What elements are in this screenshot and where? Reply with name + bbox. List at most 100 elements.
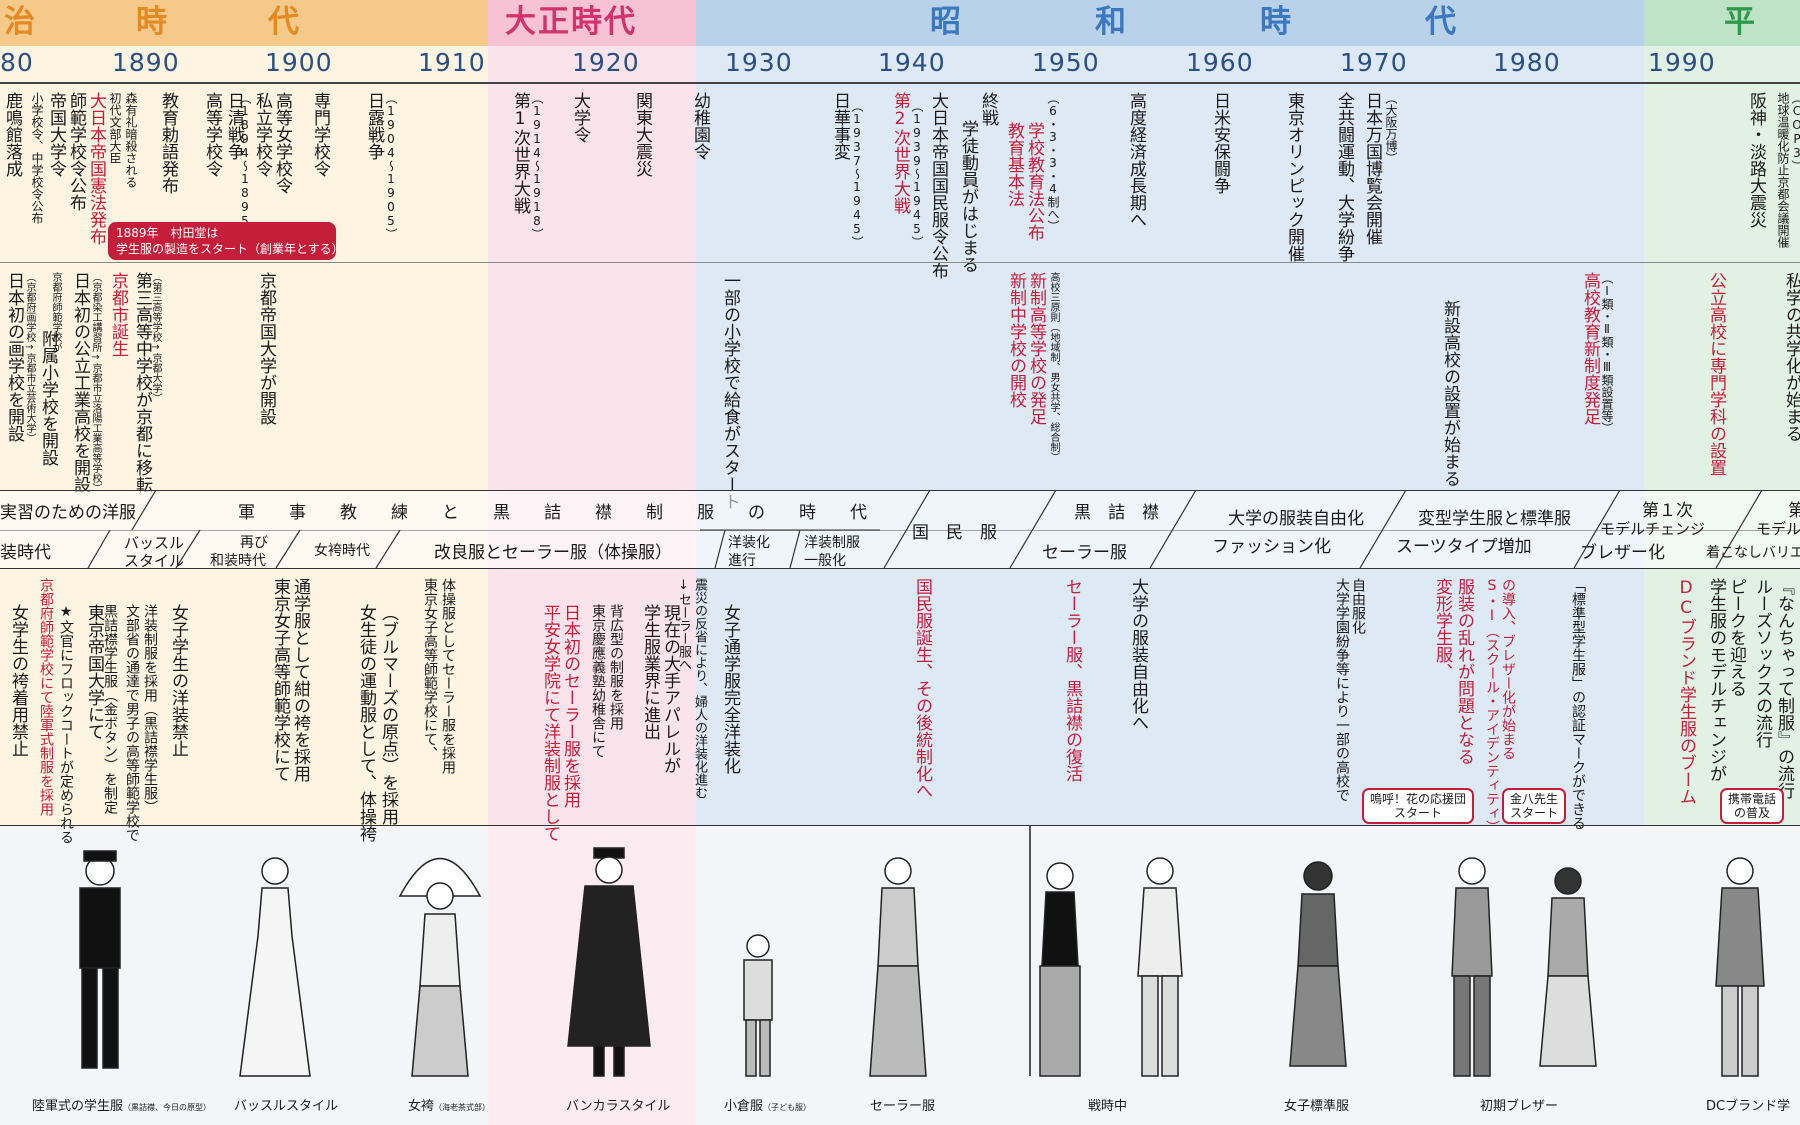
event-education-basic-law: 教育基本法	[1004, 122, 1024, 207]
showa-column-bg	[696, 46, 1644, 825]
note-quake-lesson: 震災の反省により、婦人の洋装化進む	[692, 578, 707, 799]
figures-svg	[79, 826, 1765, 1077]
note-school-identity: S・I（スクール・アイデンティティ）	[1484, 578, 1500, 834]
event-6334-system: （6・3・3・4制へ）	[1046, 92, 1060, 232]
event-school-ordinance: 小学校令、中学校令公布	[30, 92, 44, 224]
band-western-uniform-2: 一般化	[804, 553, 846, 569]
callout-mobile-phone: 携帯電話 の普及	[1720, 788, 1785, 824]
note-dc-brand-boom: DCブランド学生服のブーム	[1676, 578, 1696, 805]
era-title-meiji: 治 時 代	[4, 4, 301, 40]
note-loose-socks: ルーズソックスの流行	[1752, 578, 1772, 748]
event-mori-assassination: 森有礼暗殺される	[124, 92, 138, 188]
note-female-full-western: 女子通学服完全洋装化	[720, 604, 740, 774]
note-tokyo-imperial: 東京帝国大学にて	[84, 604, 104, 740]
event-osaka-expo: （大阪万博）	[1384, 92, 1398, 164]
note-black-collar-gold: 黒詰襟学生服（金ボタン）を制定	[102, 604, 118, 814]
sailor-uniform-figure	[869, 857, 927, 1077]
year-1990: 1990	[1648, 48, 1716, 77]
era-band-taisho	[488, 0, 696, 46]
event-anpo: 日米安保闘争	[1210, 92, 1230, 194]
kyoto-first-art-school: 日本初の画学校を開設	[4, 272, 24, 442]
note-nanchatte: 『なんちゃって制服』の流行	[1774, 578, 1794, 799]
band-bustle-1: バッスル	[124, 534, 185, 552]
band-suit-type: スーツタイプ増加	[1396, 537, 1532, 557]
caption-kokura-sub: （子ども服）	[763, 1103, 812, 1112]
kyoto-new-system: 高校教育新制度発足	[1580, 272, 1600, 425]
note-apparel-major: 現在の大手アパレルが	[660, 604, 680, 774]
year-1960: 1960	[1186, 48, 1254, 77]
event-cop3: （COP3）	[1790, 92, 1800, 172]
event-rokumeikan: 鹿鳴館落成	[2, 92, 22, 177]
event-school-education-law: 学校教育法公布	[1024, 122, 1044, 241]
event-sino-japanese-years: （1894～1895）	[238, 92, 252, 240]
note-army-uniform: 京都府師範学校にて陸軍式制服を採用	[38, 578, 54, 816]
kyoto-third-high-move: 第三高等中学校が京都に移転	[132, 272, 152, 493]
band-blazer: ブレザー化	[1580, 543, 1665, 563]
caption-army-uniform: 陸軍式の学生服（黒詰襟、今日の原型）	[32, 1099, 212, 1114]
callout-ouendan: 嗚呼！花の応援団 スタート	[1362, 788, 1475, 824]
note-free-clothing: 自由服化	[1350, 578, 1366, 634]
caption-bankara: バンカラスタイル	[566, 1099, 671, 1114]
note-sailor-revival: セーラー服、黒詰襟の復活	[1062, 578, 1082, 782]
year-1880: 80	[0, 48, 34, 77]
band-sailor-uniform: セーラー服	[1042, 543, 1127, 563]
event-growth-period: 高度経済成長期へ	[1126, 92, 1146, 228]
meiji-column-bg	[0, 46, 488, 825]
event-tokyo-olympics: 東京オリンピック開催	[1284, 92, 1304, 262]
event-sino-incident: 日華事変	[830, 92, 850, 160]
divider-figures	[0, 825, 1800, 826]
caption-standard-girl: 女子標準服	[1284, 1099, 1350, 1114]
kyoto-school-lunch: 一部の小学校で給食がスタート	[720, 272, 740, 510]
event-sino-incident-years: （1937～1945）	[850, 100, 864, 248]
band-national-uniform: 国 民 服	[912, 523, 997, 543]
caption-dc-brand: DCブランド学	[1706, 1099, 1791, 1114]
kyoto-specialized-course: 公立高校に専門学科の設置	[1706, 272, 1726, 476]
band-styling-variation: 着こなしバリエ	[1706, 545, 1800, 561]
note-standard-mark: 「標準型学生服」の認証マークができる	[1570, 578, 1586, 830]
note-variant-uniform: 変形学生服、	[1432, 578, 1452, 680]
note-campus-dispute: 大学学園紛争等により一部の高校で	[1334, 578, 1350, 802]
year-1980: 1980	[1493, 48, 1561, 77]
hakama-parasol-figure	[398, 857, 482, 1077]
band-rewafuku-2: 和装時代	[210, 553, 266, 569]
note-peak: ピークを迎える	[1726, 578, 1746, 697]
note-univ-freedom: 大学の服装自由化へ	[1128, 578, 1148, 731]
kyoto-attached-elementary: 附属小学校を開設	[38, 330, 58, 466]
kyoto-imperial-univ: 京都帝国大学が開設	[256, 272, 276, 425]
event-high-school-law: 高等学校令	[202, 92, 222, 177]
event-wwii-years: （1939～1945）	[910, 100, 924, 248]
event-student-movement: 全共闘運動、大学紛争	[1334, 92, 1354, 262]
band-first-model-change: 第１次	[1642, 501, 1693, 521]
note-frock-coat: ★文官にフロックコートが定められる	[58, 604, 74, 844]
year-1930: 1930	[725, 48, 793, 77]
event-kindergarten: 幼稚園令	[690, 92, 710, 160]
heisei-column-bg	[1644, 46, 1800, 825]
kyoto-new-system-note: （Ⅰ類・Ⅱ類・Ⅲ類設置等）	[1600, 272, 1614, 434]
band-model-cut: モデルチ	[1756, 520, 1800, 538]
student-uniform-figure	[79, 850, 121, 1069]
note-model-change: 学生服のモデルチェンジが	[1706, 578, 1726, 782]
event-university-act: 大学令	[570, 92, 590, 143]
event-national-uniform-decree: 大日本帝国国民服令公布	[928, 92, 948, 279]
note-first-sailor: 日本初のセーラー服を採用	[560, 604, 580, 808]
event-vocational: 専門学校令	[310, 92, 330, 177]
note-heian-jogakuin: 平安女学院にて洋装制服として	[540, 604, 560, 842]
kokura-child-figure	[743, 934, 773, 1077]
kyoto-third-high-note: （第三高等学校→京都大学）	[150, 272, 161, 403]
era-band-meiji	[0, 0, 488, 46]
note-gym-hakama: 女生徒の運動服として、体操袴	[356, 604, 376, 842]
note-hakama-ban: 女学生の袴着用禁止	[8, 604, 28, 757]
band-military-training: 軍 事 教 練 と 黒 詰 襟 制 服 の 時 代	[238, 503, 867, 523]
year-1900: 1900	[265, 48, 333, 77]
event-imperial-univ: 帝国大学令	[46, 92, 66, 177]
event-girls-high: 高等女学校令	[272, 92, 292, 194]
band-fashion: ファッション化	[1212, 537, 1331, 557]
band-bustle-2: スタイル	[124, 552, 185, 570]
year-1910: 1910	[418, 48, 486, 77]
blazer-pair-figure	[1451, 857, 1597, 1077]
band-improved-sailor: 改良服とセーラー服（体操服）	[434, 543, 672, 563]
event-russo-years: （1904～1905）	[384, 92, 398, 240]
band-bottom-line	[0, 568, 1800, 569]
taisho-column-bg	[488, 46, 696, 825]
note-keio-yochisha: 東京慶應義塾幼稚舎にて	[590, 604, 606, 758]
